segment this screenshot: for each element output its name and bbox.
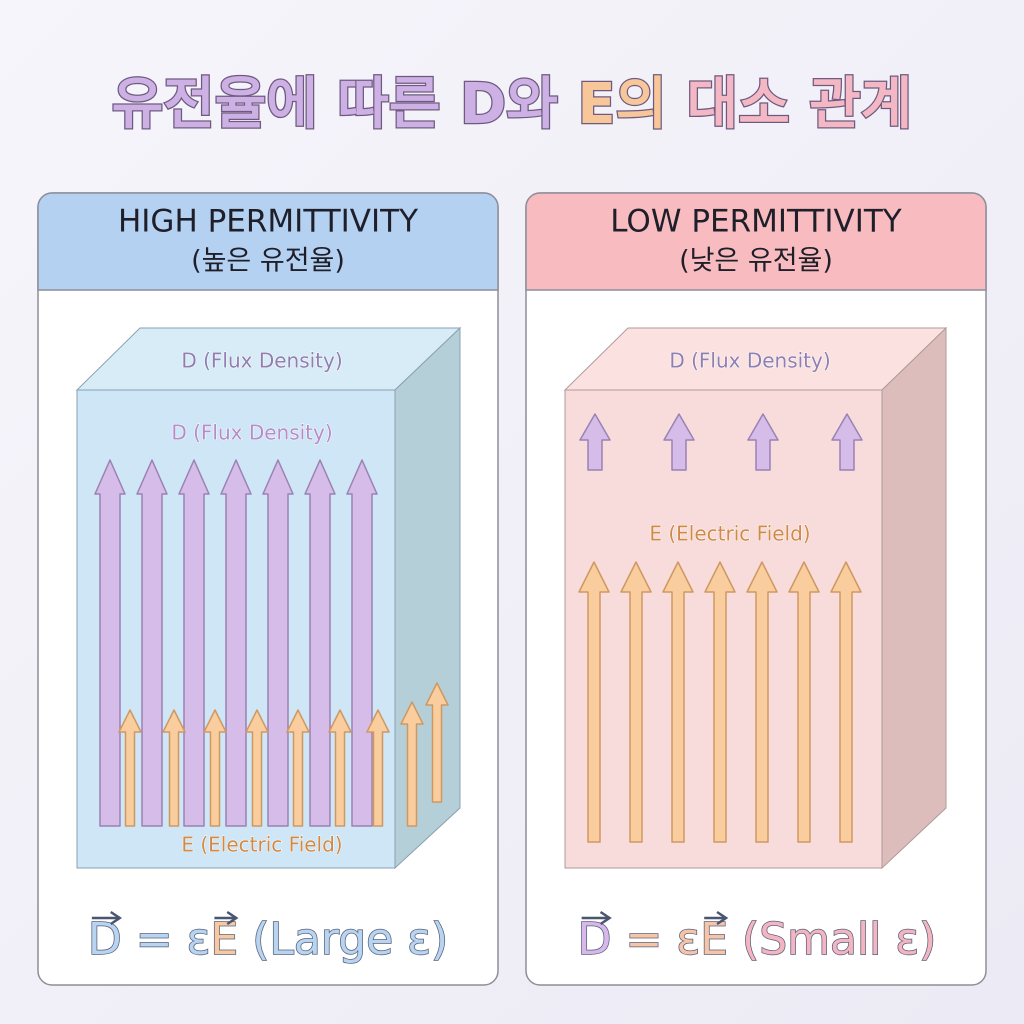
field-arrow (662, 561, 694, 843)
field-arrow (830, 561, 862, 843)
field-arrow (136, 459, 168, 827)
formula-note: (Small ε) (742, 914, 936, 965)
title: 유전율에 따른 D와 E의 대소 관계 (112, 72, 913, 137)
panel-heading: LOW PERMITTIVITY (610, 204, 902, 240)
formula: D = εE (Small ε) (578, 914, 937, 965)
equals: = (136, 914, 173, 965)
vector-d: D (578, 914, 612, 965)
field-arrow (162, 709, 186, 827)
d-label: D (Flux Density) (171, 421, 332, 445)
field-arrow (262, 459, 294, 827)
title-part: D와 (460, 72, 558, 137)
title-part: 유전율에 따른 (112, 72, 441, 137)
vector-arrow-head (226, 910, 239, 926)
top-label: D (Flux Density) (669, 349, 830, 373)
top-label: D (Flux Density) (181, 349, 342, 373)
vector-e: E (210, 914, 238, 965)
panel-heading: HIGH PERMITTIVITY (118, 204, 418, 240)
field-arrow (425, 682, 449, 803)
field-arrow (286, 709, 310, 827)
field-arrow (94, 459, 126, 827)
vector-d: D (88, 914, 122, 965)
field-arrow (746, 561, 778, 843)
field-arrow (788, 561, 820, 843)
field-arrow (620, 561, 652, 843)
field-arrow (203, 709, 227, 827)
title-part: E의 (577, 72, 667, 137)
field-arrow (328, 709, 352, 827)
panel-subheading: (높은 유전율) (191, 246, 345, 277)
vector-arrow-head (110, 910, 123, 926)
box-side (881, 326, 947, 870)
box-side (394, 326, 461, 870)
formula: D = εE (Large ε) (88, 914, 448, 965)
field-arrow (366, 709, 390, 827)
panel-low: LOW PERMITTIVITY (낮은 유전율) D (Flux Densit… (525, 192, 987, 986)
panel-header (525, 192, 987, 291)
field-arrow (831, 413, 863, 471)
vector-arrow-head (716, 910, 729, 926)
field-arrow (178, 459, 210, 827)
field-arrow (346, 459, 378, 827)
panel-subheading: (낮은 유전율) (679, 246, 833, 277)
field-arrow (578, 561, 610, 843)
vector-e: E (700, 914, 728, 965)
epsilon: ε (676, 914, 700, 965)
panel-high: HIGH PERMITTIVITY (높은 유전율) D (Flux Densi… (37, 192, 499, 986)
field-arrow (663, 413, 695, 471)
field-arrow (220, 459, 252, 827)
equals: = (626, 914, 663, 965)
title-part: 대소 관계 (687, 72, 913, 137)
field-arrow (579, 413, 611, 471)
field-arrow (400, 701, 424, 827)
formula-note: (Large ε) (252, 914, 448, 965)
panel-header (37, 192, 499, 291)
field-arrow (118, 709, 142, 827)
epsilon: ε (187, 914, 211, 965)
field-arrow (304, 459, 336, 827)
field-arrow (747, 413, 779, 471)
e-label: E (Electric Field) (649, 522, 810, 546)
field-arrow (704, 561, 736, 843)
field-arrow (245, 709, 269, 827)
e-label: E (Electric Field) (181, 833, 342, 857)
vector-arrow-head (599, 910, 612, 926)
